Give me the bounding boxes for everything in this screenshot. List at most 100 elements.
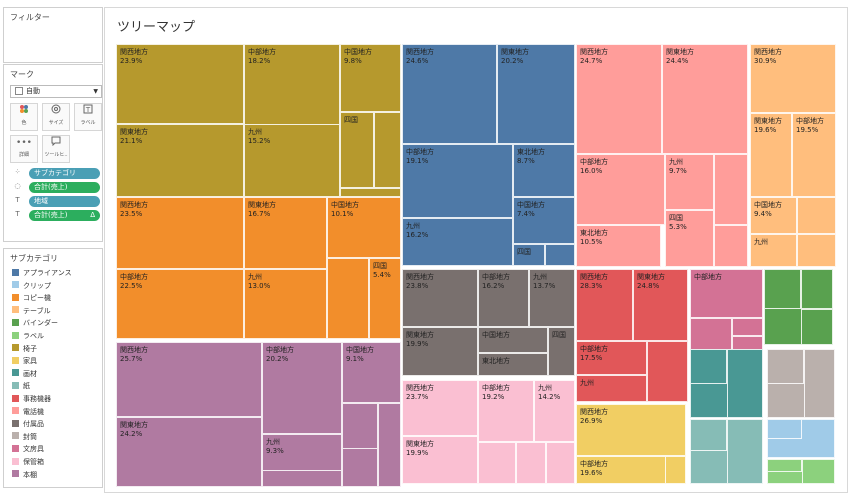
treemap-cell[interactable]: 東北地方 10.5% (576, 225, 661, 267)
legend-item[interactable]: バインダー (12, 317, 58, 329)
treemap-cell[interactable]: 中部地方 19.2% (478, 380, 534, 442)
treemap-cell[interactable] (327, 258, 369, 339)
treemap-cell[interactable] (727, 349, 763, 418)
legend-item[interactable]: 画材 (12, 368, 37, 380)
treemap-cell[interactable]: 関西地方 23.5% (116, 197, 244, 269)
treemap-cell[interactable]: 九州 13.0% (244, 269, 327, 339)
treemap-cell[interactable] (374, 112, 401, 188)
treemap-cell[interactable] (340, 188, 401, 197)
treemap-cell[interactable]: 関東地方 24.4% (662, 44, 748, 154)
treemap-cell[interactable]: 関西地方 23.9% (116, 44, 244, 124)
legend-item[interactable]: 紙 (12, 380, 30, 392)
legend-item[interactable]: 保管箱 (12, 456, 44, 468)
treemap-cell[interactable]: 九州 (576, 375, 647, 402)
treemap-cell[interactable] (797, 197, 836, 234)
treemap-cell[interactable] (665, 456, 686, 484)
treemap-cell[interactable]: 中国地方 9.8% (340, 44, 401, 112)
treemap-cell[interactable]: 中部地方 16.2% (478, 269, 529, 327)
treemap-cell[interactable] (797, 234, 836, 267)
treemap-cell[interactable] (727, 419, 763, 484)
treemap-cell[interactable] (546, 442, 575, 484)
treemap-cell[interactable] (714, 225, 748, 267)
treemap-cell[interactable] (764, 269, 801, 309)
treemap-cell[interactable] (801, 269, 833, 309)
treemap-cell[interactable]: 関東地方 19.9% (402, 327, 478, 376)
treemap-cell[interactable]: 関西地方 28.3% (576, 269, 633, 341)
treemap-cell[interactable]: 関東地方 24.8% (633, 269, 688, 341)
treemap-cell[interactable]: 関西地方 24.7% (576, 44, 662, 154)
treemap-cell[interactable] (478, 442, 516, 484)
treemap-cell[interactable] (801, 309, 833, 345)
treemap-cell[interactable] (516, 442, 546, 484)
treemap-cell[interactable]: 中部地方 19.5% (792, 113, 836, 197)
detail-button[interactable]: ••• 詳細 (10, 135, 38, 163)
pill-subcategory-color[interactable]: サブカテゴリ (29, 168, 100, 179)
treemap-cell[interactable]: 関東地方 21.1% (116, 124, 244, 197)
legend-item[interactable]: 本棚 (12, 469, 37, 481)
treemap-cell[interactable]: 東北地方 (478, 353, 548, 376)
treemap-cell[interactable]: 中国地方 9.4% (750, 197, 797, 234)
legend-item[interactable]: 椅子 (12, 343, 37, 355)
treemap-cell[interactable]: 中部地方 22.5% (116, 269, 244, 339)
legend-item[interactable]: 封筒 (12, 431, 37, 443)
treemap-cell[interactable]: 関西地方 26.9% (576, 404, 686, 456)
treemap-cell[interactable]: 四国 (548, 327, 575, 376)
treemap-cell[interactable]: 関東地方 19.9% (402, 436, 478, 484)
filters-panel[interactable]: フィルター (3, 7, 103, 63)
treemap-cell[interactable]: 九州 15.2% (244, 124, 340, 197)
treemap-cell[interactable]: 中国地方 (478, 327, 548, 353)
treemap-cell[interactable]: 東北地方 8.7% (513, 144, 575, 197)
legend-item[interactable]: コピー機 (12, 292, 51, 304)
treemap-cell[interactable]: 中国地方 7.4% (513, 197, 575, 244)
pill-sum-sales-label[interactable]: 合計(売上) Δ (29, 210, 100, 221)
legend-item[interactable]: 家具 (12, 355, 37, 367)
treemap-cell[interactable]: 中国地方 9.1% (342, 342, 401, 403)
treemap-cell[interactable]: 中部地方 (690, 269, 763, 318)
treemap-cell[interactable] (378, 403, 401, 487)
treemap-cell[interactable]: 九州 13.7% (529, 269, 575, 327)
treemap-cell[interactable]: 九州 (750, 234, 797, 267)
treemap-cell[interactable]: 四国 5.4% (369, 258, 401, 339)
treemap-cell[interactable]: 九州 9.7% (665, 154, 714, 210)
treemap-cell[interactable]: 中部地方 19.1% (402, 144, 513, 218)
legend-item[interactable]: ラベル (12, 330, 44, 342)
legend-item[interactable]: 事務機器 (12, 393, 51, 405)
treemap-cell[interactable] (647, 341, 688, 402)
treemap-cell[interactable] (767, 419, 802, 439)
treemap-cell[interactable]: 関西地方 23.7% (402, 380, 478, 436)
treemap-cell[interactable]: 関西地方 25.7% (116, 342, 262, 417)
legend-item[interactable]: テーブル (12, 305, 51, 317)
legend-item[interactable]: アプライアンス (12, 267, 72, 279)
label-button[interactable]: T ラベル (74, 103, 102, 131)
tooltip-button[interactable]: ツールヒ.. (42, 135, 70, 163)
treemap-cell[interactable]: 九州 14.2% (534, 380, 575, 442)
treemap-cell[interactable]: 中部地方 20.2% (262, 342, 342, 434)
legend-item[interactable]: 付属品 (12, 418, 44, 430)
treemap-cell[interactable]: 九州 16.2% (402, 218, 513, 266)
treemap-cell[interactable]: 関西地方 24.6% (402, 44, 497, 144)
treemap-cell[interactable] (262, 470, 342, 487)
treemap-cell[interactable]: 関西地方 23.8% (402, 269, 478, 327)
treemap-cell[interactable] (802, 459, 835, 484)
treemap-cell[interactable] (804, 349, 835, 418)
mark-type-dropdown[interactable]: 自動 ▼ (10, 85, 102, 98)
treemap-cell[interactable] (714, 154, 748, 225)
treemap-cell[interactable]: 四国 5.3% (665, 210, 714, 267)
pill-sum-sales-size[interactable]: 合計(売上) (29, 182, 100, 193)
treemap-cell[interactable] (690, 419, 727, 451)
treemap-cell[interactable] (342, 448, 378, 487)
treemap-cell[interactable]: 四国 (513, 244, 545, 266)
treemap-cell[interactable]: 関東地方 20.2% (497, 44, 575, 144)
pill-region-label[interactable]: 地域 (29, 196, 100, 207)
treemap-cell[interactable]: 中部地方 16.0% (576, 154, 665, 225)
legend-item[interactable]: 電話機 (12, 406, 44, 418)
legend-item[interactable]: クリップ (12, 280, 51, 292)
treemap-cell[interactable] (732, 318, 763, 336)
treemap-cell[interactable] (545, 244, 575, 266)
color-button[interactable]: 色 (10, 103, 38, 131)
treemap-cell[interactable]: 中国地方 10.1% (327, 197, 401, 258)
size-button[interactable]: サイズ (42, 103, 70, 131)
treemap-cell[interactable]: 四国 (340, 112, 374, 188)
treemap-cell[interactable]: 関東地方 19.6% (750, 113, 792, 197)
treemap-cell[interactable]: 関西地方 30.9% (750, 44, 836, 113)
